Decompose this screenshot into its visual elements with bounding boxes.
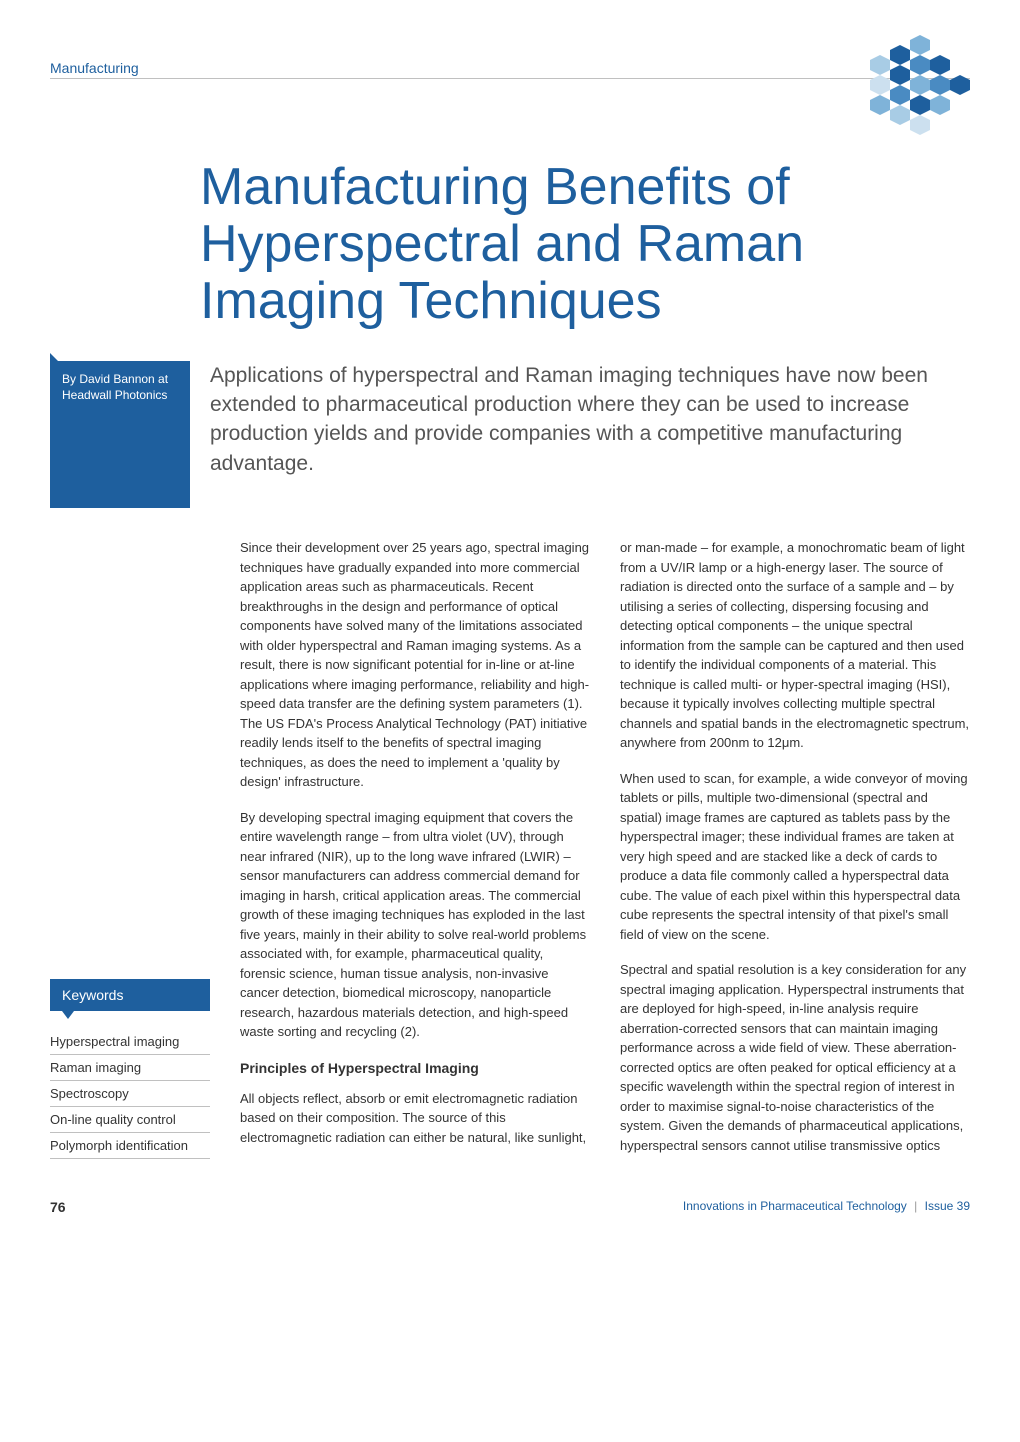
article-intro: Applications of hyperspectral and Raman … — [210, 361, 970, 479]
keyword-item: Raman imaging — [50, 1055, 210, 1081]
keywords-header: Keywords — [50, 979, 210, 1011]
body-text: Since their development over 25 years ag… — [240, 538, 970, 1159]
left-column: Keywords Hyperspectral imaging Raman ima… — [50, 538, 210, 1159]
page-footer: 76 Innovations in Pharmaceutical Technol… — [50, 1199, 970, 1215]
body-paragraph: When used to scan, for example, a wide c… — [620, 769, 970, 945]
page-container: Manufacturing Manufact — [0, 0, 1020, 1245]
keywords-box: Keywords Hyperspectral imaging Raman ima… — [50, 979, 210, 1159]
body-paragraph: Since their development over 25 years ag… — [240, 538, 590, 792]
section-heading: Principles of Hyperspectral Imaging — [240, 1058, 590, 1079]
hexagon-logo-icon — [830, 30, 970, 155]
keyword-item: On-line quality control — [50, 1107, 210, 1133]
author-byline: By David Bannon at — [62, 371, 178, 388]
article-title: Manufacturing Benefits of Hyperspectral … — [200, 159, 970, 331]
author-org: Headwall Photonics — [62, 387, 178, 404]
page-number: 76 — [50, 1199, 66, 1215]
keyword-item: Spectroscopy — [50, 1081, 210, 1107]
footer-publication: Innovations in Pharmaceutical Technology… — [683, 1199, 970, 1215]
keywords-list: Hyperspectral imaging Raman imaging Spec… — [50, 1011, 210, 1159]
body-paragraph: Spectral and spatial resolution is a key… — [620, 960, 970, 1155]
keyword-item: Hyperspectral imaging — [50, 1029, 210, 1055]
author-box: By David Bannon at Headwall Photonics — [50, 361, 190, 509]
keyword-item: Polymorph identification — [50, 1133, 210, 1159]
body-paragraph: By developing spectral imaging equipment… — [240, 808, 590, 1042]
